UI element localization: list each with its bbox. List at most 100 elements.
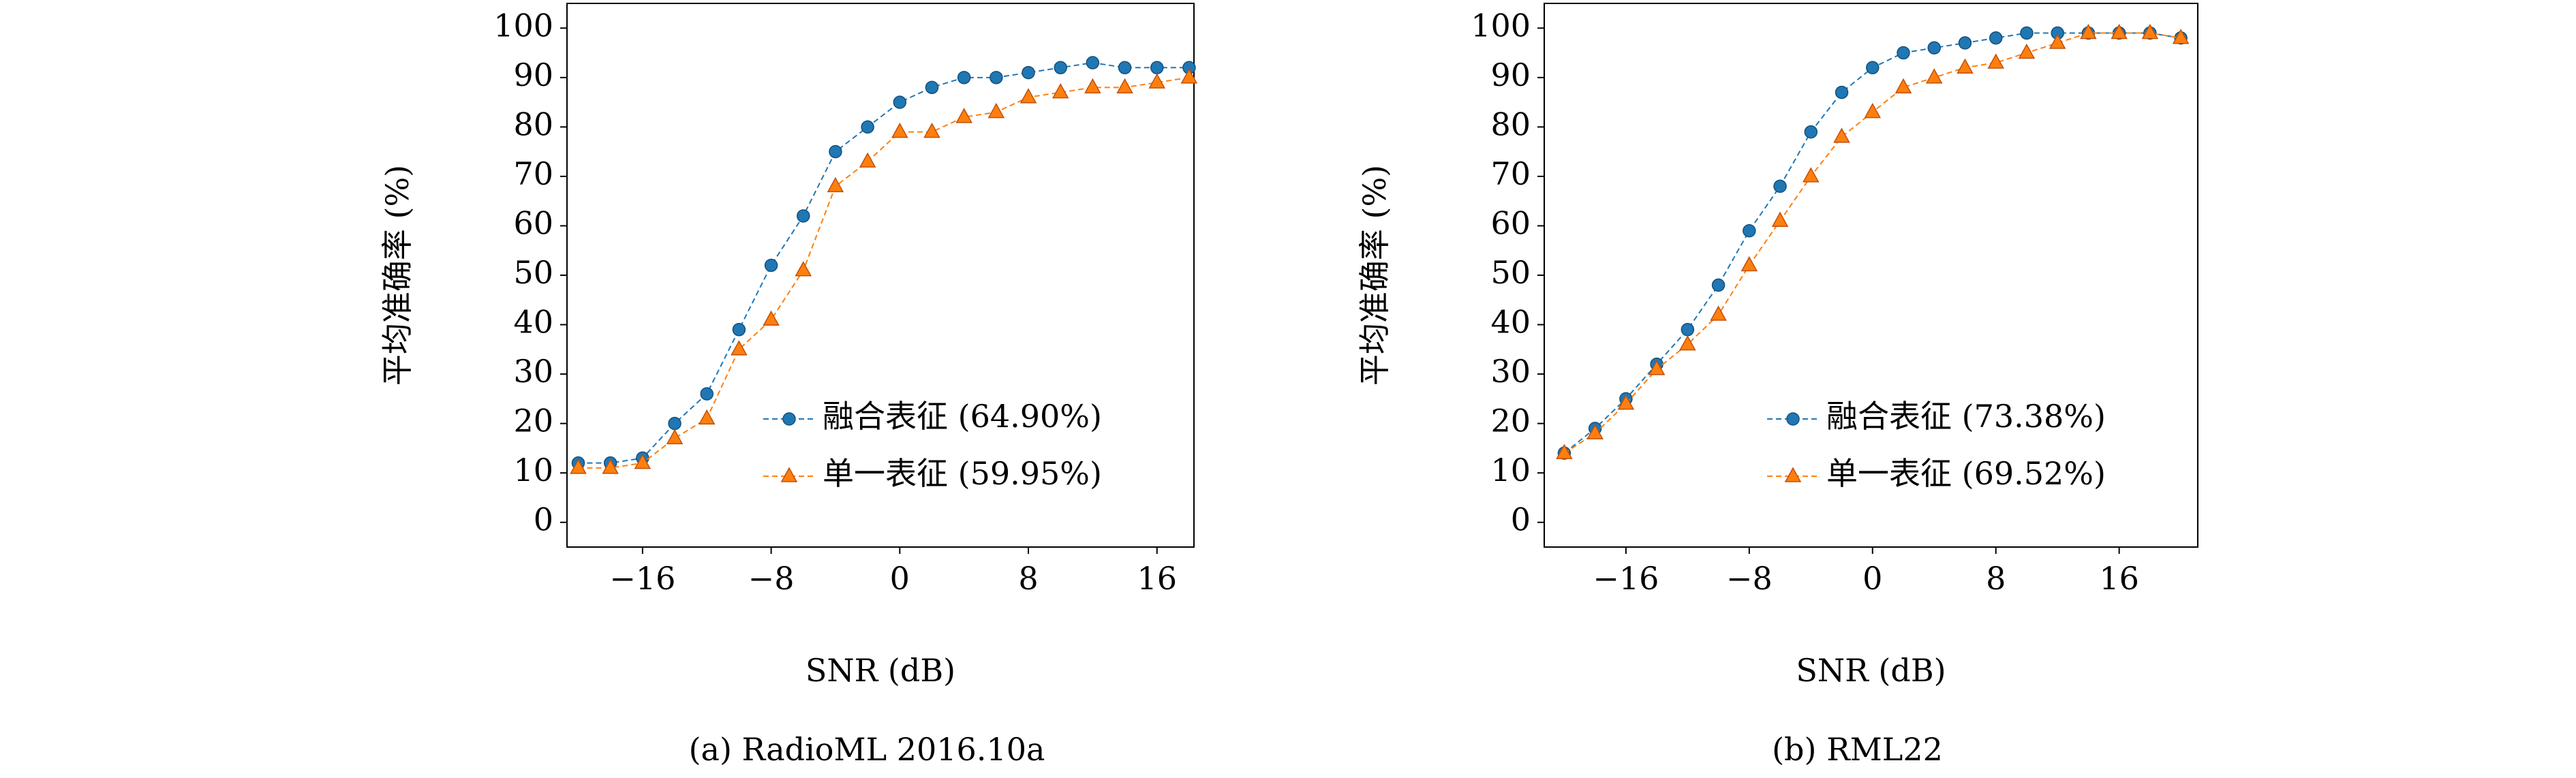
marker	[2141, 23, 2159, 40]
marker	[1897, 46, 1910, 60]
marker	[1925, 68, 1943, 84]
y-tick-label: 0	[534, 501, 553, 538]
y-tick-label: 20	[1490, 403, 1531, 439]
x-tick-label: 0	[1862, 560, 1882, 597]
marker	[1987, 53, 2004, 69]
marker	[634, 454, 651, 469]
marker	[700, 387, 714, 401]
caption: (a) RadioML 2016.10a	[689, 731, 1045, 768]
marker	[1957, 58, 1974, 74]
marker	[1556, 444, 1573, 459]
marker	[925, 80, 939, 95]
marker	[1835, 85, 1849, 99]
y-tick-label: 40	[513, 304, 553, 341]
marker	[1180, 68, 1198, 84]
marker	[1803, 167, 1820, 183]
marker	[1681, 323, 1695, 337]
marker	[861, 120, 874, 134]
marker	[1022, 65, 1035, 80]
y-tick-label: 80	[1490, 106, 1531, 142]
marker	[1741, 255, 1758, 272]
x-tick-label: 16	[2099, 560, 2139, 597]
marker	[891, 123, 908, 138]
legend-label: 融合表征 (73.38%)	[1826, 398, 2106, 435]
y-tick-label: 50	[1490, 254, 1531, 291]
x-tick-label: −16	[609, 560, 675, 597]
x-tick-label: 8	[1018, 560, 1038, 597]
y-tick-label: 80	[513, 106, 553, 142]
marker	[2018, 43, 2036, 59]
marker	[1989, 31, 2003, 45]
x-tick-label: −8	[1726, 560, 1773, 597]
marker	[1116, 78, 1133, 94]
marker	[990, 71, 1003, 84]
y-tick-label: 30	[1490, 353, 1531, 390]
y-tick-label: 70	[513, 155, 553, 192]
marker	[1118, 61, 1132, 75]
marker	[827, 176, 844, 193]
y-tick-label: 10	[513, 452, 553, 488]
y-tick-label: 90	[1490, 57, 1531, 93]
marker	[957, 71, 971, 84]
legend-label: 单一表征 (59.95%)	[823, 455, 1102, 492]
marker	[1927, 41, 1941, 55]
marker	[763, 310, 780, 326]
marker	[859, 152, 876, 168]
marker	[1710, 305, 1727, 321]
y-axis-label: 平均准确率 (%)	[1356, 165, 1393, 386]
y-tick-label: 60	[1490, 204, 1531, 241]
marker	[795, 261, 812, 277]
marker	[1019, 88, 1037, 104]
y-tick-label: 90	[513, 57, 553, 93]
marker	[1586, 424, 1604, 439]
x-axis-label: SNR (dB)	[1796, 652, 1946, 689]
marker	[1648, 360, 1666, 375]
marker	[1617, 394, 1635, 410]
marker	[893, 95, 907, 109]
marker	[1804, 125, 1818, 139]
marker	[1895, 78, 1912, 94]
marker	[1148, 73, 1166, 89]
marker	[1679, 335, 1696, 351]
marker	[1054, 61, 1067, 75]
y-tick-label: 10	[1490, 452, 1531, 488]
marker	[2049, 33, 2066, 49]
marker	[1958, 36, 1972, 50]
caption: (b) RML22	[1772, 731, 1943, 768]
marker	[797, 209, 810, 223]
marker	[1771, 211, 1789, 227]
marker	[668, 416, 681, 431]
x-tick-label: 16	[1137, 560, 1177, 597]
x-axis-label: SNR (dB)	[806, 652, 955, 689]
marker	[1866, 61, 1880, 75]
marker	[1052, 83, 1069, 99]
legend-label: 融合表征 (64.90%)	[823, 398, 1102, 435]
legend-marker	[780, 467, 798, 482]
marker	[1086, 56, 1100, 69]
marker	[732, 323, 746, 337]
marker	[1773, 179, 1787, 193]
marker	[1084, 78, 1101, 94]
y-tick-label: 40	[1490, 304, 1531, 341]
marker	[731, 340, 748, 356]
y-tick-label: 70	[1490, 155, 1531, 192]
marker	[698, 409, 716, 425]
y-tick-label: 100	[493, 7, 553, 44]
y-tick-label: 50	[513, 254, 553, 291]
marker	[2080, 23, 2097, 40]
marker	[955, 108, 972, 123]
marker	[923, 123, 940, 138]
x-tick-label: 8	[1986, 560, 2006, 597]
marker	[2172, 29, 2190, 44]
y-tick-label: 30	[513, 353, 553, 390]
marker	[2111, 23, 2128, 40]
y-tick-label: 100	[1471, 7, 1531, 44]
legend-marker	[1784, 467, 1802, 482]
marker	[570, 458, 587, 474]
x-tick-label: −16	[1593, 560, 1659, 597]
marker	[602, 458, 619, 474]
marker	[1743, 223, 1756, 238]
marker	[1711, 278, 1726, 292]
legend-marker	[782, 412, 796, 426]
